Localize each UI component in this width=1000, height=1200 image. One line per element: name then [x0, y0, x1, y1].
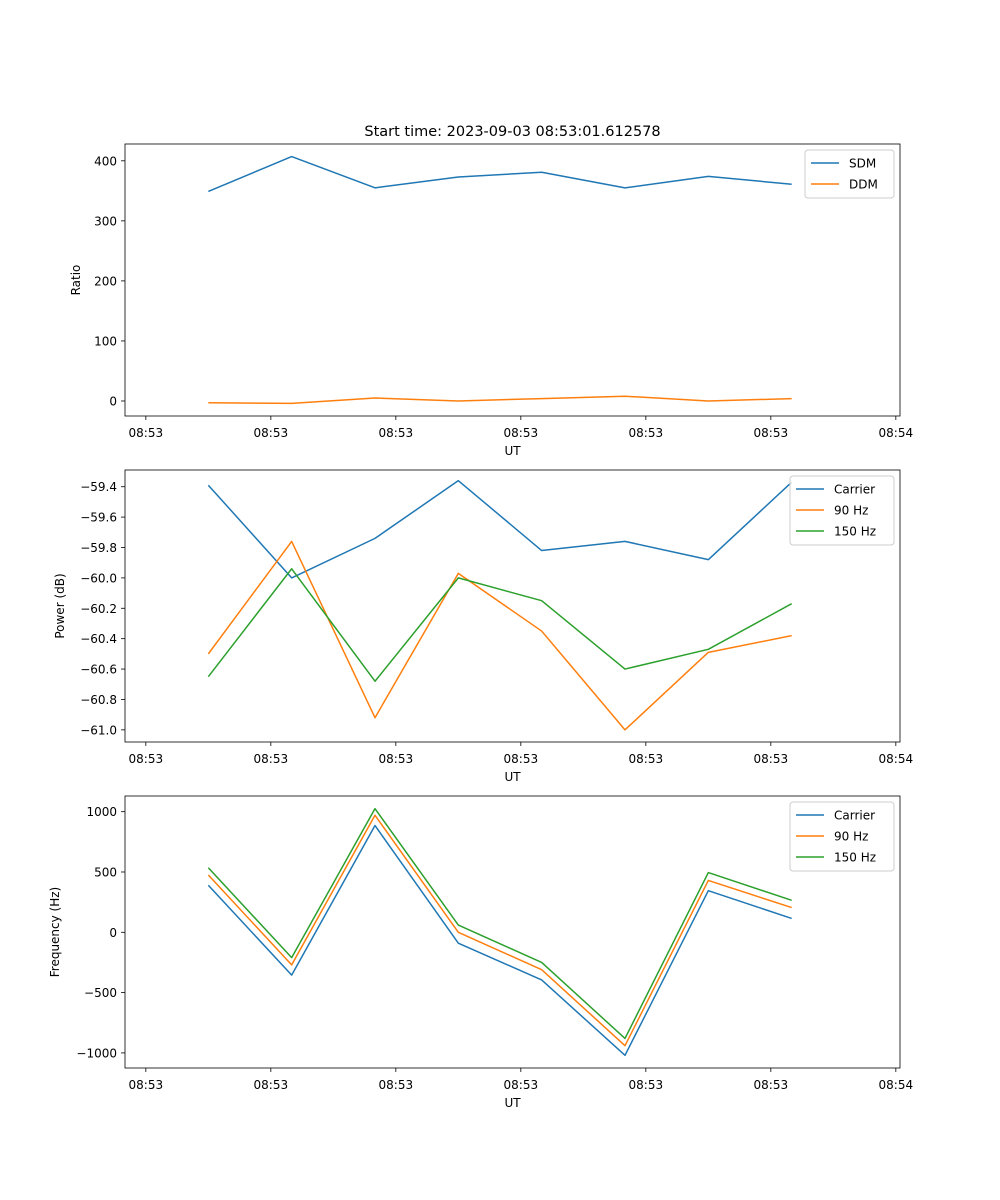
y-tick-label: −59.8	[80, 541, 117, 555]
axes-frame	[124, 795, 901, 1069]
y-tick-label: 0	[109, 926, 117, 940]
x-tick-label: 08:54	[879, 1078, 914, 1092]
legend-label-90-hz: 90 Hz	[834, 504, 868, 518]
y-tick-label: 500	[94, 865, 117, 879]
y-tick-label: 0	[109, 394, 117, 408]
y-axis-label: Frequency (Hz)	[48, 887, 62, 978]
series-line-sdm	[208, 155, 792, 193]
legend: Carrier 90 Hz 150 Hz	[789, 801, 895, 872]
y-tick-label: 400	[94, 154, 117, 168]
axes-frame	[124, 143, 901, 417]
x-tick-label: 08:53	[504, 752, 539, 766]
y-tick-label: −60.4	[80, 632, 117, 646]
y-tick-label: −60.0	[80, 571, 117, 585]
legend-box	[789, 801, 895, 872]
x-axis-label: UT	[504, 444, 521, 458]
x-tick-label: 08:53	[379, 752, 414, 766]
y-axis-label: Ratio	[69, 265, 83, 296]
x-axis-label: UT	[504, 770, 521, 784]
series-line-150-hz	[207, 807, 792, 1040]
x-tick-label: 08:53	[379, 426, 414, 440]
x-tick-label: 08:53	[504, 426, 539, 440]
axes-frame	[124, 469, 901, 743]
y-tick-label: −500	[84, 986, 117, 1000]
series-line-150-hz	[207, 568, 793, 682]
x-tick-label: 08:53	[254, 426, 289, 440]
x-tick-label: 08:53	[129, 752, 164, 766]
legend: SDM DDM	[804, 149, 895, 199]
x-tick-label: 08:54	[879, 752, 914, 766]
x-tick-label: 08:53	[629, 1078, 664, 1092]
power-panel: 08:53 08:53 08:53 08:53 08:53 08:53 08:54 −59.4…	[53, 469, 914, 784]
x-axis-label: UT	[504, 1096, 521, 1110]
series-line-ddm	[208, 395, 792, 405]
x-tick-label: 08:53	[629, 752, 664, 766]
y-tick-label: 1000	[86, 805, 117, 819]
series-line-90-hz	[207, 540, 792, 731]
y-tick-label: −59.6	[80, 511, 117, 525]
legend-label-sdm: SDM	[849, 157, 876, 171]
y-tick-label: −60.6	[80, 663, 117, 677]
y-tick-label: 300	[94, 214, 117, 228]
legend-label-150-hz: 150 Hz	[834, 525, 876, 539]
figure-title: Start time: 2023-09-03 08:53:01.612578	[364, 124, 660, 140]
legend-box	[789, 475, 895, 546]
x-tick-label: 08:53	[129, 1078, 164, 1092]
y-tick-label: −1000	[76, 1046, 117, 1060]
y-tick-label: −61.0	[80, 723, 117, 737]
frequency-panel: 08:53 08:53 08:53 08:53 08:53 08:53 08:54 1000 5…	[48, 795, 914, 1110]
x-tick-label: 08:54	[879, 426, 914, 440]
series-line-carrier	[207, 824, 792, 1057]
legend: Carrier 90 Hz 150 Hz	[789, 475, 895, 546]
x-tick-label: 08:53	[254, 752, 289, 766]
series-line-90-hz	[207, 814, 792, 1047]
legend-label-carrier: Carrier	[834, 809, 875, 823]
y-axis-label: Power (dB)	[53, 573, 67, 638]
x-tick-label: 08:53	[754, 426, 789, 440]
y-tick-label: −60.8	[80, 693, 117, 707]
legend-label-150-hz: 150 Hz	[834, 851, 876, 865]
legend-box	[804, 149, 895, 199]
y-tick-label: −60.2	[80, 602, 117, 616]
x-tick-label: 08:53	[629, 426, 664, 440]
y-tick-label: 100	[94, 334, 117, 348]
x-tick-label: 08:53	[129, 426, 164, 440]
y-tick-label: −59.4	[80, 480, 117, 494]
y-tick-label: 200	[94, 274, 117, 288]
x-tick-label: 08:53	[254, 1078, 289, 1092]
x-tick-label: 08:53	[754, 1078, 789, 1092]
legend-label-ddm: DDM	[849, 178, 878, 192]
x-tick-label: 08:53	[754, 752, 789, 766]
x-tick-label: 08:53	[379, 1078, 414, 1092]
series-line-carrier	[207, 479, 793, 579]
ratio-panel: 08:53 08:53 08:53 08:53 08:53 08:53 08:54 0 100 2…	[69, 143, 914, 458]
legend-label-90-hz: 90 Hz	[834, 830, 868, 844]
x-tick-label: 08:53	[504, 1078, 539, 1092]
legend-label-carrier: Carrier	[834, 483, 875, 497]
